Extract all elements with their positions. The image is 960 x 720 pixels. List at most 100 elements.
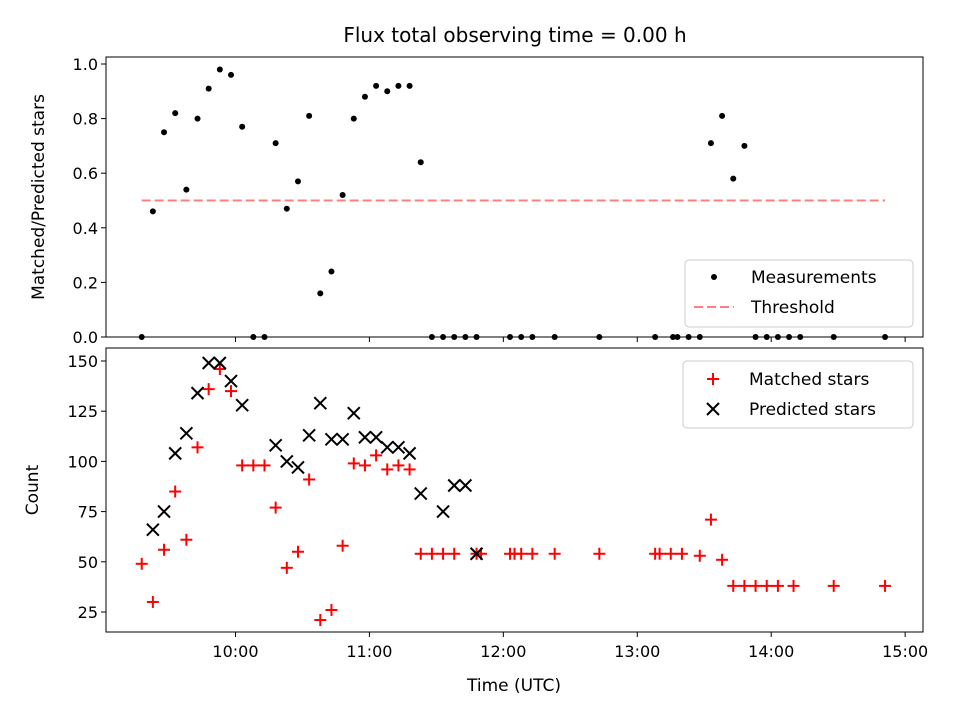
measurement-point	[719, 112, 726, 119]
bottom-panel: 25 50 75 100 125 150 10:00 11:00 12:00 13:00 14:0…	[23, 347, 928, 696]
bottom-y-tick-label: 75	[78, 503, 98, 522]
measurement-point	[596, 334, 603, 340]
predicted-star-point	[157, 504, 171, 519]
bottom-x-tick-label: 12:00	[480, 642, 526, 661]
measurement-point	[730, 175, 737, 182]
bottom-x-tick-label: 13:00	[614, 642, 660, 661]
measurement-point	[216, 66, 223, 73]
top-legend-box	[684, 259, 914, 328]
measurement-point	[741, 142, 748, 149]
measurement-point	[440, 334, 447, 340]
measurement-point	[250, 334, 257, 340]
top-y-tick-label: 0.6	[73, 164, 98, 183]
top-panel: 0.0 0.2 0.4 0.6 0.8 1.0 Matched/Predicted sta…	[29, 55, 924, 347]
bottom-y-tick-label: 50	[78, 553, 98, 572]
measurement-point	[882, 334, 889, 340]
top-plot-frame	[105, 56, 924, 338]
matched-star-point	[158, 543, 171, 556]
measurement-point	[183, 186, 190, 193]
legend-matched-marker	[707, 373, 719, 385]
predicted-star-point	[414, 486, 428, 501]
top-y-tick-label: 0.8	[73, 110, 98, 129]
chart-title: Flux total observing time = 0.00 h	[343, 23, 686, 47]
matched-star-point	[180, 533, 193, 546]
predicted-star-point	[324, 432, 339, 447]
matched-star-point	[403, 463, 416, 476]
measurement-point	[373, 82, 380, 89]
measurement-point	[328, 268, 335, 275]
matched-star-point	[347, 457, 360, 470]
matched-star-point	[593, 547, 606, 560]
bottom-y-tick-label: 25	[78, 603, 98, 622]
measurement-point	[551, 334, 558, 340]
measurement-point	[406, 82, 413, 89]
legend-matched-label: Matched stars	[749, 370, 869, 390]
bottom-y-ticks: 25 50 75 100 125 150	[67, 352, 106, 622]
matched-star-point	[749, 579, 762, 592]
matched-star-point	[135, 557, 148, 570]
matched-star-point	[716, 553, 729, 566]
predicted-star-point	[380, 440, 394, 455]
legend-measurements-label: Measurements	[751, 268, 877, 288]
measurement-point	[138, 334, 145, 340]
predicted-star-point	[358, 430, 372, 445]
matched-stars-points	[135, 363, 892, 627]
matched-star-point	[325, 603, 338, 616]
predicted-star-point	[436, 504, 450, 519]
matched-star-point	[664, 547, 677, 560]
matched-star-point	[303, 473, 316, 486]
predicted-star-point	[268, 438, 283, 453]
measurement-point	[149, 208, 156, 215]
bottom-x-ticks: 10:00 11:00 12:00 13:00 14:00 15:00	[212, 632, 928, 661]
matched-star-point	[381, 463, 394, 476]
matched-star-point	[314, 614, 327, 627]
matched-star-point	[336, 539, 349, 552]
bottom-legend: Matched stars Predicted stars	[682, 360, 914, 429]
measurement-point	[451, 334, 458, 340]
matched-star-point	[879, 579, 892, 592]
top-x-ticks	[234, 337, 906, 342]
predicted-star-point	[391, 440, 406, 455]
matched-star-point	[247, 459, 260, 472]
bottom-x-tick-label: 15:00	[882, 642, 928, 661]
predicted-star-point	[280, 454, 294, 469]
measurement-point	[830, 334, 837, 340]
measurement-point	[239, 123, 246, 130]
predicted-star-point	[469, 547, 484, 561]
matched-star-point	[515, 547, 528, 560]
matched-star-point	[414, 547, 427, 560]
matched-star-point	[827, 579, 840, 592]
matched-star-point	[202, 383, 215, 396]
measurement-point	[261, 334, 268, 340]
measurement-point	[529, 334, 536, 340]
top-legend: Measurements Threshold	[684, 259, 914, 328]
matched-star-point	[704, 513, 717, 526]
measurement-point	[172, 110, 179, 117]
measurement-point	[361, 93, 368, 100]
matched-star-point	[370, 449, 383, 462]
predicted-star-point	[235, 398, 249, 412]
measurement-point	[507, 334, 514, 340]
matched-star-point	[392, 459, 405, 472]
measurement-point	[669, 334, 676, 340]
measurement-point	[763, 334, 770, 340]
measurement-point	[428, 334, 435, 340]
predicted-star-point	[302, 428, 316, 443]
predicted-star-point	[347, 406, 361, 420]
measurement-point	[317, 290, 324, 297]
bottom-legend-box	[682, 360, 914, 429]
matched-star-point	[727, 579, 740, 592]
predicted-stars-points	[146, 356, 484, 561]
predicted-star-point	[402, 446, 417, 461]
measurement-point	[417, 159, 424, 166]
measurement-point	[384, 88, 391, 95]
measurement-point	[194, 115, 201, 122]
top-y-tick-label: 1.0	[73, 55, 98, 74]
legend-predicted-marker	[706, 402, 720, 416]
measurement-points	[138, 66, 889, 340]
measurement-point	[696, 334, 703, 340]
matched-star-point	[526, 547, 539, 560]
matched-star-point	[760, 579, 773, 592]
top-y-axis-label: Matched/Predicted stars	[29, 94, 49, 300]
